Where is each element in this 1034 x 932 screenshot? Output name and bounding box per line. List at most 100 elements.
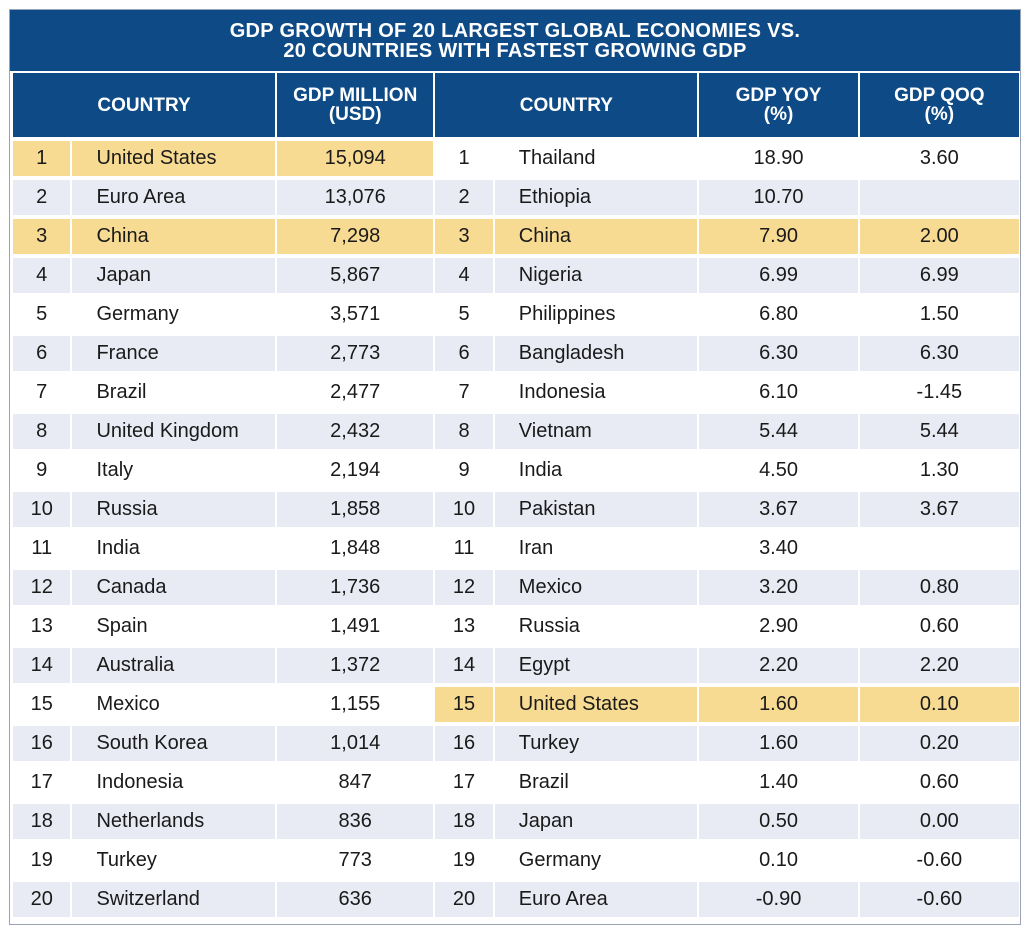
right-country-cell: Vietnam <box>494 412 698 451</box>
table-row: 18 Netherlands 836 18 Japan 0.50 0.00 <box>13 802 1019 841</box>
left-rank-cell: 4 <box>13 256 71 295</box>
table-row: 8 United Kingdom 2,432 8 Vietnam 5.44 5.44 <box>13 412 1019 451</box>
gdp-comparison-table: COUNTRY GDP MILLION (USD) COUNTRY GDP YO… <box>11 73 1021 919</box>
header-gdp-million-line1: GDP MILLION <box>293 85 418 106</box>
left-country-cell: Japan <box>72 256 276 295</box>
right-rank-cell: 20 <box>435 880 493 919</box>
left-rank-cell: 8 <box>13 412 71 451</box>
right-yoy-cell: 10.70 <box>699 178 858 217</box>
right-country-cell: Japan <box>494 802 698 841</box>
left-country-cell: Brazil <box>72 373 276 412</box>
right-yoy-cell: 6.99 <box>699 256 858 295</box>
right-qoq-cell: 1.30 <box>859 451 1019 490</box>
left-gdp-cell: 1,155 <box>277 685 434 724</box>
right-country-cell: Iran <box>494 529 698 568</box>
table-row: 16 South Korea 1,014 16 Turkey 1.60 0.20 <box>13 724 1019 763</box>
left-country-cell: France <box>72 334 276 373</box>
header-gdp-million-line2: (USD) <box>328 104 382 125</box>
right-rank-cell: 6 <box>435 334 493 373</box>
right-qoq-cell: -1.45 <box>859 373 1019 412</box>
left-gdp-cell: 2,432 <box>277 412 434 451</box>
right-country-cell: Russia <box>494 607 698 646</box>
right-qoq-cell: 1.50 <box>859 295 1019 334</box>
right-qoq-cell: 0.10 <box>859 685 1019 724</box>
left-rank-cell: 7 <box>13 373 71 412</box>
left-gdp-cell: 836 <box>277 802 434 841</box>
right-qoq-cell: 0.60 <box>859 763 1019 802</box>
left-gdp-cell: 1,491 <box>277 607 434 646</box>
table-body: 1 United States 15,094 1 Thailand 18.90 3.60 2 E… <box>13 139 1019 919</box>
right-rank-cell: 12 <box>435 568 493 607</box>
right-yoy-cell: 3.20 <box>699 568 858 607</box>
right-rank-cell: 15 <box>435 685 493 724</box>
left-country-cell: Germany <box>72 295 276 334</box>
table-row: 3 China 7,298 3 China 7.90 2.00 <box>13 217 1019 256</box>
table-row: 15 Mexico 1,155 15 United States 1.60 0.10 <box>13 685 1019 724</box>
right-rank-cell: 13 <box>435 607 493 646</box>
right-rank-cell: 19 <box>435 841 493 880</box>
right-qoq-cell: -0.60 <box>859 880 1019 919</box>
right-qoq-cell: 2.00 <box>859 217 1019 256</box>
left-country-cell: United Kingdom <box>72 412 276 451</box>
right-country-cell: United States <box>494 685 698 724</box>
left-gdp-cell: 3,571 <box>277 295 434 334</box>
title-line-2: 20 COUNTRIES WITH FASTEST GROWING GDP <box>283 39 747 62</box>
right-yoy-cell: 3.40 <box>699 529 858 568</box>
left-rank-cell: 1 <box>13 139 71 178</box>
right-qoq-cell: 3.67 <box>859 490 1019 529</box>
header-gdp-qoq: GDP QOQ (%) <box>859 73 1019 139</box>
right-qoq-cell <box>859 529 1019 568</box>
left-country-cell: Indonesia <box>72 763 276 802</box>
right-country-cell: India <box>494 451 698 490</box>
right-qoq-cell: 6.30 <box>859 334 1019 373</box>
right-qoq-cell: 3.60 <box>859 139 1019 178</box>
header-gdp-qoq-line1: GDP QOQ <box>894 85 985 106</box>
right-country-cell: Indonesia <box>494 373 698 412</box>
right-rank-cell: 17 <box>435 763 493 802</box>
header-country-right: COUNTRY <box>435 73 698 139</box>
right-yoy-cell: 7.90 <box>699 217 858 256</box>
header-gdp-qoq-line2: (%) <box>924 104 955 125</box>
table-title: GDP GROWTH OF 20 LARGEST GLOBAL ECONOMIE… <box>10 10 1020 73</box>
left-rank-cell: 18 <box>13 802 71 841</box>
table-row: 6 France 2,773 6 Bangladesh 6.30 6.30 <box>13 334 1019 373</box>
right-qoq-cell: 2.20 <box>859 646 1019 685</box>
right-yoy-cell: -0.90 <box>699 880 858 919</box>
left-rank-cell: 6 <box>13 334 71 373</box>
left-country-cell: Netherlands <box>72 802 276 841</box>
left-gdp-cell: 773 <box>277 841 434 880</box>
right-rank-cell: 8 <box>435 412 493 451</box>
right-rank-cell: 10 <box>435 490 493 529</box>
right-qoq-cell: 6.99 <box>859 256 1019 295</box>
right-rank-cell: 11 <box>435 529 493 568</box>
right-country-cell: Ethiopia <box>494 178 698 217</box>
table-row: 12 Canada 1,736 12 Mexico 3.20 0.80 <box>13 568 1019 607</box>
header-gdp-yoy: GDP YOY (%) <box>699 73 858 139</box>
right-qoq-cell: 0.00 <box>859 802 1019 841</box>
left-gdp-cell: 2,773 <box>277 334 434 373</box>
right-country-cell: Turkey <box>494 724 698 763</box>
left-country-cell: Russia <box>72 490 276 529</box>
left-rank-cell: 15 <box>13 685 71 724</box>
table-row: 9 Italy 2,194 9 India 4.50 1.30 <box>13 451 1019 490</box>
left-country-cell: Canada <box>72 568 276 607</box>
right-yoy-cell: 18.90 <box>699 139 858 178</box>
table-row: 11 India 1,848 11 Iran 3.40 <box>13 529 1019 568</box>
right-country-cell: Mexico <box>494 568 698 607</box>
left-rank-cell: 2 <box>13 178 71 217</box>
left-gdp-cell: 847 <box>277 763 434 802</box>
right-qoq-cell: 0.60 <box>859 607 1019 646</box>
table-row: 1 United States 15,094 1 Thailand 18.90 3.60 <box>13 139 1019 178</box>
right-qoq-cell: 5.44 <box>859 412 1019 451</box>
table-row: 19 Turkey 773 19 Germany 0.10 -0.60 <box>13 841 1019 880</box>
left-gdp-cell: 2,194 <box>277 451 434 490</box>
table-row: 10 Russia 1,858 10 Pakistan 3.67 3.67 <box>13 490 1019 529</box>
header-gdp-million: GDP MILLION (USD) <box>277 73 434 139</box>
right-yoy-cell: 4.50 <box>699 451 858 490</box>
left-rank-cell: 5 <box>13 295 71 334</box>
right-yoy-cell: 1.60 <box>699 685 858 724</box>
right-rank-cell: 18 <box>435 802 493 841</box>
table-row: 5 Germany 3,571 5 Philippines 6.80 1.50 <box>13 295 1019 334</box>
table-row: 4 Japan 5,867 4 Nigeria 6.99 6.99 <box>13 256 1019 295</box>
right-yoy-cell: 2.20 <box>699 646 858 685</box>
